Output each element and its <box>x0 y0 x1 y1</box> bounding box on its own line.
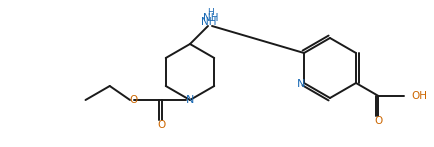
Text: N: N <box>296 79 305 89</box>
Text: H: H <box>207 7 214 16</box>
Text: NH: NH <box>203 13 218 23</box>
Text: NH: NH <box>201 17 216 27</box>
Text: OH: OH <box>411 91 427 101</box>
Text: O: O <box>374 116 382 126</box>
Text: N: N <box>185 95 194 105</box>
Text: O: O <box>158 120 166 130</box>
Text: O: O <box>130 95 138 105</box>
